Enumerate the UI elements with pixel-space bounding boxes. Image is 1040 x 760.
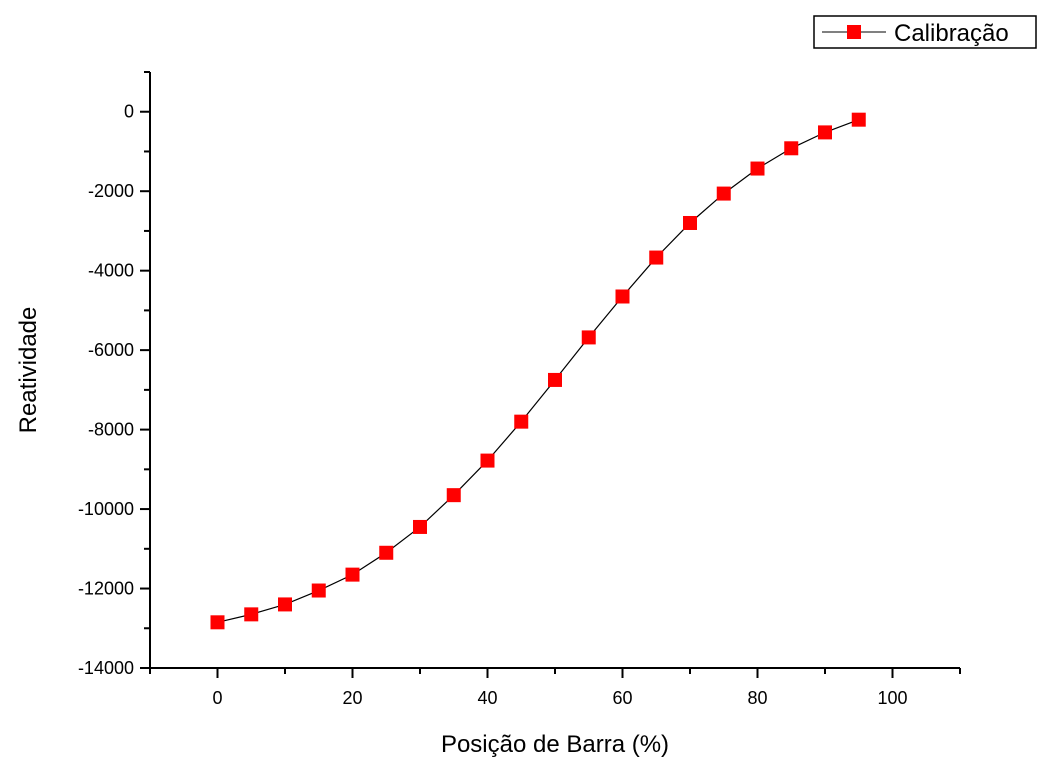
data-point [649,250,664,265]
data-point [311,583,326,598]
legend-label: Calibração [894,20,1009,47]
x-tick-label: 0 [212,688,222,708]
data-point [244,607,259,622]
x-tick-label: 40 [477,688,497,708]
data-point [446,488,461,503]
data-point [818,125,832,140]
x-axis-ticks: 0 20 40 60 80 100 [149,668,961,708]
data-point [379,545,394,560]
y-tick-label: -14000 [78,658,134,678]
y-tick-label: -8000 [88,420,134,440]
x-tick-label: 80 [747,688,767,708]
data-point [548,372,562,387]
data-point [716,186,731,201]
legend: Calibração [813,15,1037,49]
x-tick-label: 20 [342,688,362,708]
series-line [217,119,859,623]
data-point [413,519,427,534]
y-tick-label: -6000 [88,340,134,360]
y-axis-title: Reatividade [15,307,42,434]
data-point [784,141,799,156]
y-axis-ticks: 0 -2000 -4000 -6000 -8000 -10000 -12000 -14000 [78,71,150,678]
y-tick-label: -12000 [78,579,134,599]
x-axis-title: Posição de Barra (%) [441,731,669,758]
y-tick-label: 0 [124,102,134,122]
data-point [851,112,866,127]
axes [149,72,960,669]
data-point [750,161,765,176]
data-point [480,453,495,468]
x-tick-label: 60 [612,688,632,708]
data-point [683,215,697,230]
data-point [210,615,225,630]
data-point [514,414,529,429]
data-point [581,330,596,345]
series-layer [210,112,866,630]
x-tick-label: 100 [877,688,907,708]
data-point [615,289,630,304]
data-point [278,597,292,612]
y-tick-label: -2000 [88,181,134,201]
data-point [345,567,360,582]
y-tick-label: -4000 [88,261,134,281]
y-tick-label: -10000 [78,499,134,519]
legend-marker-icon [847,25,861,39]
